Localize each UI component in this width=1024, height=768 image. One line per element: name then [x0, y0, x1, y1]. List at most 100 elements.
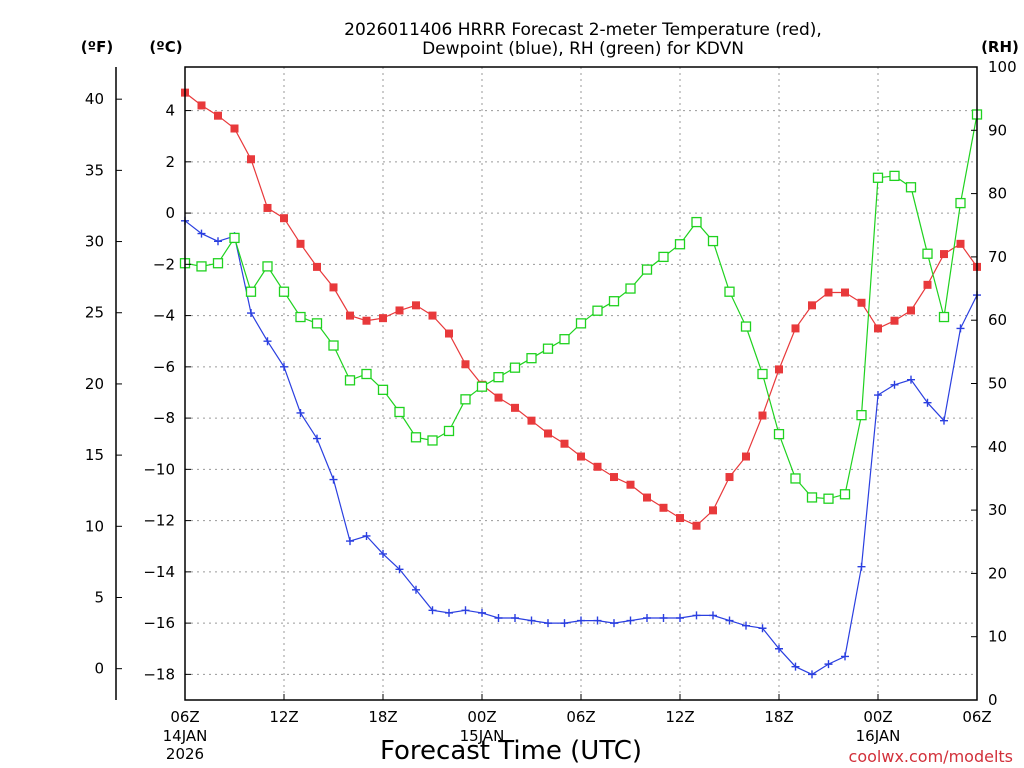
x-tick-label: 06Z — [566, 708, 595, 726]
x-date-label: 16JAN — [856, 727, 901, 745]
temperature-point — [940, 250, 948, 259]
rh-point — [476, 381, 488, 392]
temperature-point — [263, 203, 272, 212]
rh-tick-label: 70 — [988, 248, 1007, 266]
rh-tick-label: 90 — [988, 121, 1007, 139]
x-axis-label: Forecast Time (UTC) — [380, 736, 642, 766]
rh-point — [295, 311, 306, 323]
x-tick-label: 18Z — [368, 708, 397, 726]
rh-tick-label: 10 — [988, 628, 1007, 646]
dewpoint-line — [184, 220, 978, 676]
temperature-point — [445, 329, 453, 338]
rh-point — [377, 384, 389, 395]
temperature-point — [247, 155, 255, 164]
chart-title-line2: Dewpoint (blue), RH (green) for KDVN — [422, 39, 744, 59]
dewpoint-point — [758, 624, 767, 633]
rh-tick-label: 30 — [988, 501, 1007, 519]
fahrenheit-tick-label: 25 — [85, 304, 104, 322]
rh-point — [196, 261, 207, 272]
rh-point — [922, 248, 933, 259]
rh-point — [592, 305, 603, 316]
rh-point — [707, 235, 719, 247]
chart-title-line1: 2026011406 HRRR Forecast 2-meter Tempera… — [344, 20, 822, 40]
rh-tick-label: 80 — [988, 185, 1007, 203]
celsius-tick-label: −10 — [143, 460, 175, 478]
dewpoint-point — [428, 606, 437, 615]
fahrenheit-tick-label: 0 — [94, 660, 104, 678]
dewpoint-point — [643, 613, 651, 622]
x-tick-label: 12Z — [665, 708, 694, 726]
temperature-point — [329, 283, 338, 292]
dewpoint-point — [676, 613, 684, 622]
rh-point — [790, 473, 801, 484]
x-tick-label: 06Z — [170, 708, 199, 726]
dewpoint-point — [874, 391, 882, 400]
rh-point — [443, 425, 455, 437]
rh-point — [493, 372, 504, 383]
rh-point — [740, 321, 752, 332]
dewpoint-point — [263, 337, 272, 346]
rh-unit-label: (RH) — [981, 38, 1019, 56]
temperature-point — [709, 506, 717, 515]
temperature-point — [544, 429, 552, 438]
temperature-point — [659, 503, 668, 512]
credit-label: coolwx.com/modelts — [849, 747, 1013, 766]
temperature-point — [527, 416, 536, 425]
temperature-point — [808, 301, 816, 310]
fahrenheit-tick-label: 20 — [85, 375, 104, 393]
temperature-point — [676, 514, 684, 523]
dewpoint-point — [511, 613, 519, 622]
series-layer — [179, 88, 983, 679]
rh-point — [806, 492, 818, 503]
rh-point — [575, 318, 587, 329]
temperature-point — [379, 314, 387, 323]
celsius-tick-label: 0 — [165, 204, 175, 222]
grid-lines — [185, 67, 977, 700]
dewpoint-point — [709, 611, 717, 620]
rh-point — [724, 286, 735, 297]
fahrenheit-tick-label: 30 — [85, 233, 104, 251]
celsius-unit-label: (ºC) — [149, 38, 182, 56]
dewpoint-point — [775, 644, 783, 653]
dewpoint-point — [214, 237, 222, 246]
dewpoint-point — [478, 608, 486, 617]
rh-point — [608, 296, 620, 307]
dewpoint-point — [824, 660, 833, 669]
rh-tick-label: 60 — [988, 311, 1007, 329]
dewpoint-point — [494, 613, 503, 622]
temperature-point — [824, 288, 833, 297]
rh-tick-label: 100 — [988, 58, 1017, 76]
temperature-point — [610, 473, 618, 482]
temperature-point — [791, 324, 800, 333]
rh-point — [344, 375, 356, 386]
rh-point — [625, 283, 636, 294]
dewpoint-point — [857, 562, 866, 571]
dewpoint-point — [940, 416, 948, 425]
x-date-label: 2026 — [166, 745, 204, 763]
rh-point — [889, 170, 900, 182]
rh-point — [658, 251, 669, 263]
fahrenheit-unit-label: (ºF) — [81, 38, 113, 56]
celsius-tick-label: 4 — [165, 102, 175, 120]
celsius-tick-label: −4 — [153, 307, 175, 325]
rh-point — [311, 318, 323, 329]
celsius-tick-label: −2 — [153, 255, 175, 273]
dewpoint-point — [296, 408, 305, 417]
rh-point — [460, 394, 471, 405]
temperature-point — [577, 452, 585, 461]
temperature-point — [956, 239, 965, 248]
temperature-point — [742, 452, 750, 461]
dewpoint-point — [280, 362, 288, 371]
x-tick-label: 12Z — [269, 708, 298, 726]
rh-point — [773, 428, 785, 440]
temperature-point — [412, 301, 420, 310]
rh-point — [542, 343, 554, 354]
dewpoint-point — [412, 585, 420, 594]
dewpoint-point — [445, 608, 453, 617]
rh-point — [691, 216, 702, 228]
x-tick-label: 06Z — [962, 708, 991, 726]
temperature-point — [395, 306, 404, 315]
x-tick-label: 00Z — [863, 708, 892, 726]
temperature-point — [923, 280, 932, 289]
